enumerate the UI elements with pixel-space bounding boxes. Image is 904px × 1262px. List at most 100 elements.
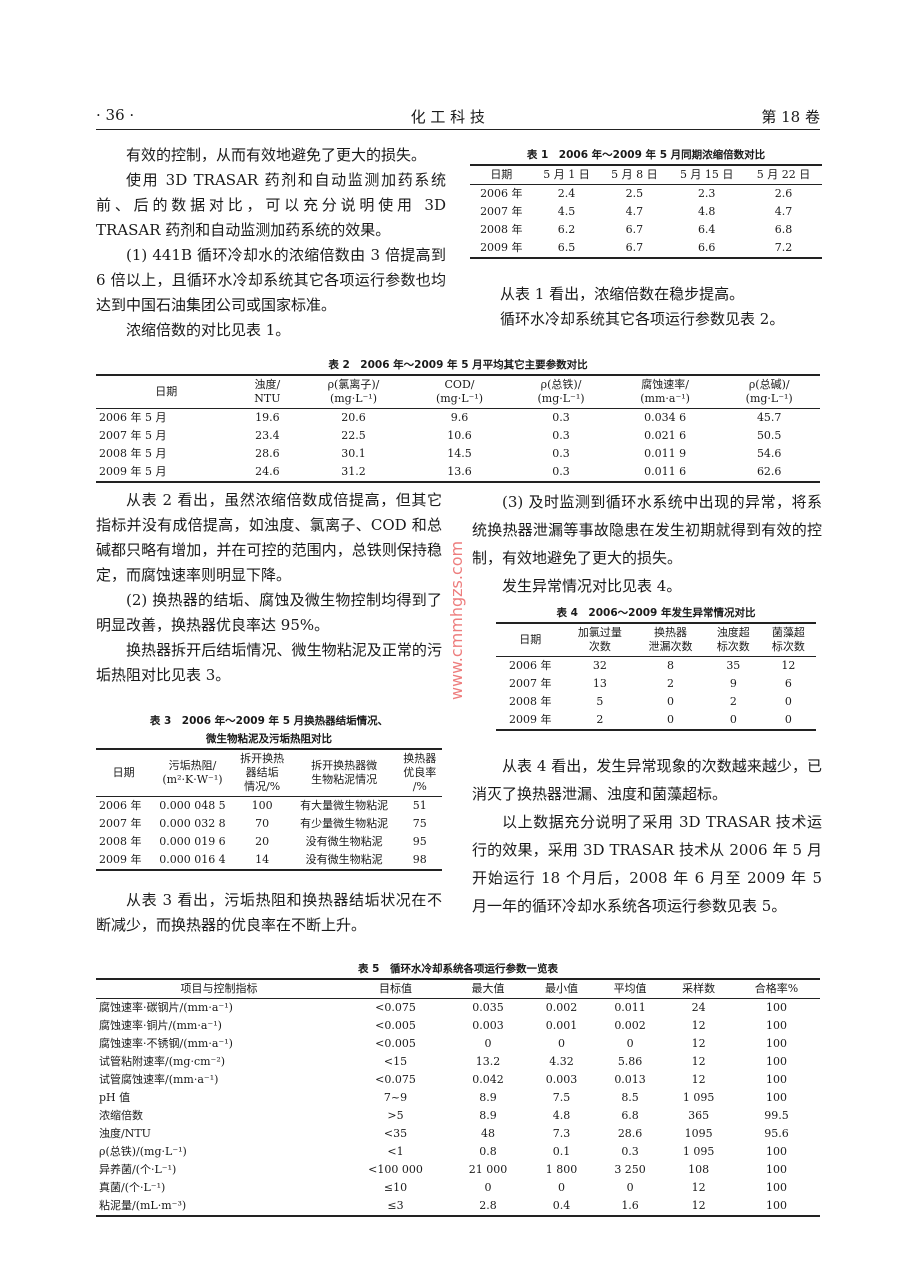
table-cell: 7~9 bbox=[383, 1091, 408, 1104]
table-cell: 6.6 bbox=[697, 241, 716, 254]
table-row: ρ(总铁)/(mg·L⁻¹) <1 0.8 0.1 0.3 1 095 100 bbox=[96, 1143, 820, 1161]
table-cell: <0.075 bbox=[375, 1073, 416, 1086]
column-header: 拆开换热 器结垢 情况/% bbox=[240, 752, 285, 793]
paragraph: 循环水冷却系统其它各项运行参数见表 2。 bbox=[500, 310, 785, 328]
table-caption: 表 2 2006 年～2009 年 5 月平均其它主要参数对比 bbox=[328, 359, 588, 371]
table-cell: 2006 年 5 月 bbox=[99, 411, 167, 424]
table-cell: 2007 年 5 月 bbox=[99, 429, 167, 442]
left-column-text-1: 有效的控制，从而有效地避免了更大的损失。 使用 3D TRASAR 药剂和自动监测… bbox=[96, 143, 446, 343]
table-cell: 7.3 bbox=[552, 1127, 571, 1140]
table-cell: 4.7 bbox=[774, 205, 793, 218]
table-cell: 100 bbox=[765, 1091, 787, 1104]
table-cell: 2 bbox=[666, 677, 674, 690]
table-cell: 0 bbox=[784, 695, 792, 708]
column-header: ρ(总铁)/ (mg·L⁻¹) bbox=[537, 378, 585, 405]
table-cell: 2008 年 bbox=[99, 835, 142, 848]
paragraph: (1) 441B 循环冷却水的浓缩倍数由 3 倍提高到 6 倍以上，且循环水冷却… bbox=[96, 246, 446, 314]
table-cell: 2006 年 bbox=[99, 799, 142, 812]
table-cell: 6.5 bbox=[557, 241, 576, 254]
table-cell: 2007 年 bbox=[509, 677, 552, 690]
column-header: 加氯过量 次数 bbox=[577, 626, 622, 653]
data-table: 日期 污垢热阻/ (m²·K·W⁻¹) 拆开换热 器结垢 情况/% 拆开换热器微 生物… bbox=[96, 748, 442, 871]
table-cell: 12 bbox=[691, 1073, 706, 1086]
table-cell: 100 bbox=[251, 799, 273, 812]
table-body: 2006 年 0.000 048 5 100 有大量微生物粘泥 51 2007 年 0.00… bbox=[96, 797, 442, 871]
column-header: 菌藻超 标次数 bbox=[771, 626, 805, 653]
paragraph: 以上数据充分说明了采用 3D TRASAR 技术运行的效果，采用 3D TRAS… bbox=[472, 813, 822, 915]
running-header: · 36 · 化 工 科 技 第 18 卷 bbox=[96, 106, 820, 127]
table-2: 表 2 2006 年～2009 年 5 月平均其它主要参数对比 日期 浊度/ NTU… bbox=[96, 356, 820, 483]
table-4: 表 4 2006～2009 年发生异常情况对比 日期 加氯过量 次数 换热器 泄漏次数… bbox=[496, 604, 816, 731]
table-cell: 0.011 9 bbox=[644, 447, 687, 460]
table-cell: 100 bbox=[765, 1145, 787, 1158]
table-row: 浊度/NTU <35 48 7.3 28.6 1095 95.6 bbox=[96, 1125, 820, 1143]
column-header: 换热器 优良率 /% bbox=[403, 752, 437, 793]
table-body: 2006 年 2.4 2.5 2.3 2.6 2007 年 4.5 4.7 4.8 4.7 2008… bbox=[470, 185, 822, 259]
table-cell: 0.013 bbox=[614, 1073, 646, 1086]
table-cell: 6.2 bbox=[557, 223, 576, 236]
table-cell: 粘泥量/(mL·m⁻³) bbox=[99, 1199, 187, 1212]
table-caption: 表 1 2006 年～2009 年 5 月同期浓缩倍数对比 bbox=[526, 149, 766, 161]
table-row: 2009 年 0.000 016 4 14 没有微生物粘泥 98 bbox=[96, 851, 442, 870]
table-cell: 6.7 bbox=[625, 241, 644, 254]
volume: 第 18 卷 bbox=[761, 108, 820, 126]
table-row: 2008 年 0.000 019 6 20 没有微生物粘泥 95 bbox=[96, 833, 442, 851]
table-cell: 6.8 bbox=[774, 223, 793, 236]
table-cell: 1 095 bbox=[682, 1091, 715, 1104]
paragraph: 从表 1 看出，浓缩倍数在稳步提高。 bbox=[500, 285, 745, 303]
column-header: 5 月 22 日 bbox=[756, 168, 811, 181]
table-cell: 0.3 bbox=[621, 1145, 639, 1158]
header-row: 日期 污垢热阻/ (m²·K·W⁻¹) 拆开换热 器结垢 情况/% 拆开换热器微 生物… bbox=[96, 749, 442, 797]
table-cell: 14 bbox=[255, 853, 270, 866]
column-header: 5 月 8 日 bbox=[611, 168, 658, 181]
table-cell: 0 bbox=[626, 1181, 634, 1194]
table-cell: 3 250 bbox=[614, 1163, 646, 1176]
paragraph: 从表 4 看出，发生异常现象的次数越来越少，已消灭了换热器泄漏、浊度和菌藻超标。 bbox=[472, 757, 822, 803]
table-cell: 12 bbox=[691, 1181, 706, 1194]
table-cell: 0 bbox=[557, 1037, 565, 1050]
table-cell: 30.1 bbox=[341, 447, 366, 460]
table-cell: 100 bbox=[765, 1181, 787, 1194]
table-cell: 100 bbox=[765, 1055, 787, 1068]
right-column-text-1: 从表 1 看出，浓缩倍数在稳步提高。循环水冷却系统其它各项运行参数见表 2。 bbox=[470, 282, 822, 332]
table-cell: ≤3 bbox=[387, 1199, 404, 1212]
paragraph: (3) 及时监测到循环水系统中出现的异常，将系统换热器泄漏等事故隐患在发生初期就… bbox=[472, 493, 822, 567]
table-cell: 腐蚀速率·不锈钢/(mm·a⁻¹) bbox=[99, 1037, 233, 1050]
table-cell: 28.6 bbox=[255, 447, 280, 460]
table-row: 异养菌/(个·L⁻¹) <100 000 21 000 1 800 3 250 108 10… bbox=[96, 1161, 820, 1179]
paragraph: 有效的控制，从而有效地避免了更大的损失。 bbox=[126, 146, 427, 164]
table-cell: 365 bbox=[688, 1109, 710, 1122]
table-cell: 没有微生物粘泥 bbox=[305, 835, 383, 848]
table-cell: 75 bbox=[412, 817, 427, 830]
table-cell: 6.4 bbox=[697, 223, 716, 236]
table-cell: 0.035 bbox=[472, 1001, 504, 1014]
table-cell: 24.6 bbox=[255, 465, 280, 478]
paragraph: 浓缩倍数的对比见表 1。 bbox=[126, 321, 291, 339]
table-cell: 108 bbox=[688, 1163, 710, 1176]
table-cell: 8.9 bbox=[479, 1109, 497, 1122]
paragraph: 从表 3 看出，污垢热阻和换热器结垢状况在不断减少，而换热器的优良率在不断上升。 bbox=[96, 891, 442, 934]
table-cell: 6.7 bbox=[625, 223, 644, 236]
table-cell: <35 bbox=[383, 1127, 408, 1140]
table-cell: 有少量微生物粘泥 bbox=[300, 817, 389, 830]
table-cell: 2.3 bbox=[697, 187, 716, 200]
column-header: 5 月 15 日 bbox=[679, 168, 734, 181]
header-row: 日期 5 月 1 日 5 月 8 日 5 月 15 日 5 月 22 日 bbox=[470, 165, 822, 185]
table-row: 2006 年 32 8 35 12 bbox=[496, 657, 816, 676]
table-cell: 12 bbox=[781, 659, 796, 672]
table-cell: 异养菌/(个·L⁻¹) bbox=[99, 1163, 177, 1176]
table-row: 2008 年 5 0 2 0 bbox=[496, 693, 816, 711]
table-cell: 100 bbox=[765, 1073, 787, 1086]
table-cell: 0.1 bbox=[552, 1145, 571, 1158]
table-cell: 99.5 bbox=[764, 1109, 789, 1122]
table-cell: 48 bbox=[481, 1127, 496, 1140]
column-header: ρ(总碱)/ (mg·L⁻¹) bbox=[745, 378, 793, 405]
table-cell: 0.001 bbox=[545, 1019, 578, 1032]
table-cell: 浓缩倍数 bbox=[99, 1109, 143, 1122]
table-cell: 6 bbox=[784, 677, 792, 690]
table-cell: 0.3 bbox=[552, 429, 570, 442]
table-cell: 2 bbox=[596, 713, 604, 726]
table-row: 试管腐蚀速率/(mm·a⁻¹) <0.075 0.042 0.003 0.013 12 10… bbox=[96, 1071, 820, 1089]
column-header: COD/ (mg·L⁻¹) bbox=[435, 378, 484, 405]
table-cell: <1 bbox=[387, 1145, 404, 1158]
